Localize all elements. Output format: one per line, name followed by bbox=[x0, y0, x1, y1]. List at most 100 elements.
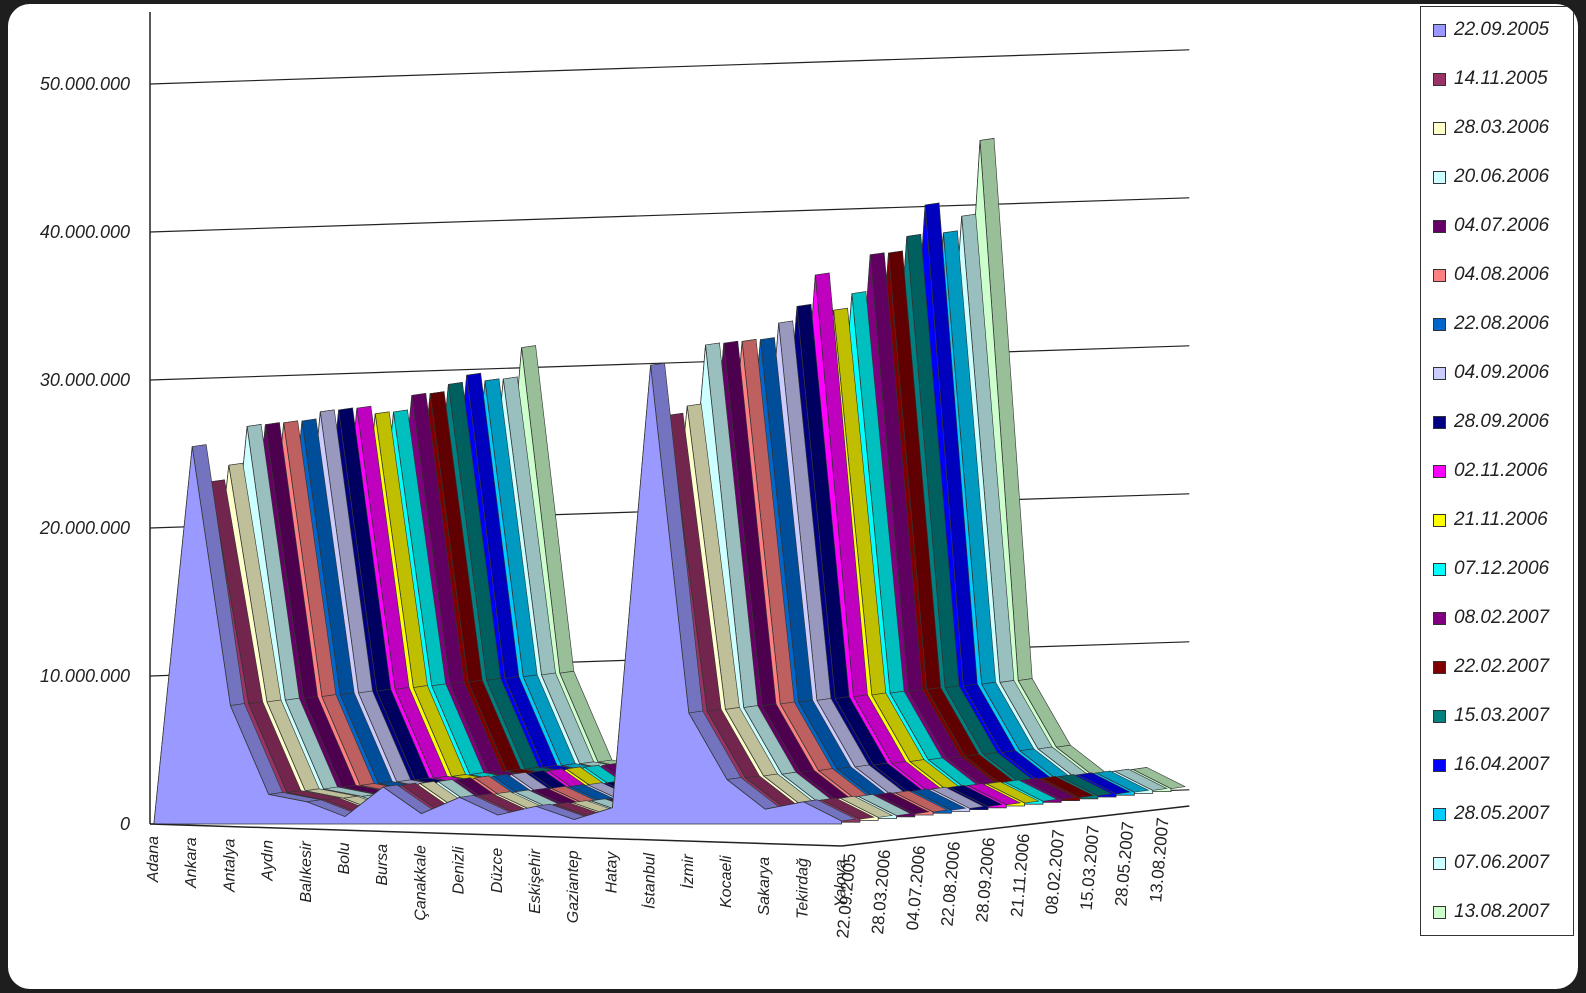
x-tick-label: Düzce bbox=[489, 848, 506, 893]
depth-tick-label: 28.03.2006 bbox=[868, 849, 894, 935]
y-tick-label: 0 bbox=[120, 814, 130, 834]
legend-swatch bbox=[1433, 121, 1446, 135]
x-tick-label: Antalya bbox=[221, 839, 238, 893]
legend-label: 22.08.2006 bbox=[1454, 313, 1550, 334]
legend-item: 28.09.2006 bbox=[1421, 407, 1549, 437]
x-tick-label: Hatay bbox=[603, 851, 620, 894]
series-22.09.2005 bbox=[153, 362, 857, 825]
legend-swatch bbox=[1433, 317, 1446, 331]
legend-item: 16.04.2007 bbox=[1421, 750, 1549, 780]
x-tick-label: Ankara bbox=[183, 837, 200, 889]
legend-label: 22.09.2005 bbox=[1454, 19, 1550, 40]
legend-label: 21.11.2006 bbox=[1454, 509, 1548, 530]
x-tick-label: Adana bbox=[145, 836, 162, 883]
legend-swatch bbox=[1433, 856, 1446, 870]
x-tick-label: Kocaeli bbox=[718, 855, 735, 908]
legend-swatch bbox=[1433, 709, 1446, 723]
x-tick-label: Yalova bbox=[833, 859, 850, 907]
legend-label: 07.12.2006 bbox=[1454, 558, 1550, 579]
depth-tick-label: 08.02.2007 bbox=[1042, 829, 1068, 915]
legend-item: 07.06.2007 bbox=[1421, 848, 1549, 878]
depth-tick-label: 13.08.2007 bbox=[1146, 817, 1172, 903]
legend-item: 22.02.2007 bbox=[1421, 652, 1549, 682]
x-tick-label: İzmir bbox=[678, 854, 697, 889]
legend-label: 28.03.2006 bbox=[1454, 117, 1550, 138]
legend-item: 14.11.2005 bbox=[1421, 64, 1548, 94]
legend-swatch bbox=[1433, 23, 1446, 37]
legend-swatch bbox=[1433, 366, 1446, 380]
x-tick-label: Sakarya bbox=[756, 857, 773, 916]
x-tick-label: İstanbul bbox=[640, 852, 659, 908]
legend-item: 28.05.2007 bbox=[1421, 799, 1549, 829]
legend-swatch bbox=[1433, 758, 1446, 772]
legend-label: 08.02.2007 bbox=[1454, 607, 1550, 628]
legend: 22.09.2005 14.11.2005 28.03.2006 20.06.2006… bbox=[1420, 6, 1574, 936]
legend-item: 04.08.2006 bbox=[1421, 260, 1549, 290]
gridline bbox=[149, 197, 1190, 233]
gridline bbox=[149, 49, 1190, 85]
area-face bbox=[153, 365, 842, 825]
x-tick-label: Bolu bbox=[336, 842, 353, 874]
legend-swatch bbox=[1433, 513, 1446, 527]
legend-swatch bbox=[1433, 562, 1446, 576]
legend-label: 22.02.2007 bbox=[1454, 656, 1550, 677]
depth-tick-labels: 22.09.2005 28.03.2006 04.07.2006 22.08.2006… bbox=[833, 817, 1172, 939]
depth-axis bbox=[841, 805, 1190, 847]
area-series bbox=[153, 138, 1186, 825]
x-tick-label: Tekirdağ bbox=[794, 858, 811, 919]
depth-tick-label: 22.08.2006 bbox=[938, 841, 964, 927]
legend-item: 07.12.2006 bbox=[1421, 554, 1549, 584]
x-tick-label: Denizli bbox=[451, 846, 468, 894]
x-tick-label: Bursa bbox=[374, 844, 391, 886]
x-tick-label: Eskişehir bbox=[527, 848, 544, 914]
legend-label: 20.06.2006 bbox=[1454, 166, 1550, 187]
gridline bbox=[149, 345, 1190, 381]
legend-item: 28.03.2006 bbox=[1421, 113, 1549, 143]
depth-tick-label: 04.07.2006 bbox=[903, 845, 929, 931]
legend-swatch bbox=[1433, 905, 1446, 919]
depth-tick-label: 28.09.2006 bbox=[972, 837, 998, 923]
legend-item: 04.09.2006 bbox=[1421, 358, 1549, 388]
depth-tick-label: 28.05.2007 bbox=[1111, 821, 1137, 907]
legend-label: 14.11.2005 bbox=[1454, 68, 1548, 89]
legend-swatch bbox=[1433, 415, 1446, 429]
legend-item: 13.08.2007 bbox=[1421, 897, 1549, 927]
y-tick-label: 20.000.000 bbox=[39, 518, 130, 538]
legend-swatch bbox=[1433, 464, 1446, 478]
legend-item: 21.11.2006 bbox=[1421, 505, 1548, 535]
depth-tick-label: 21.11.2006 bbox=[1007, 833, 1033, 918]
x-axis bbox=[149, 823, 842, 847]
legend-label: 07.06.2007 bbox=[1454, 852, 1550, 873]
depth-tick-label: 15.03.2007 bbox=[1077, 825, 1103, 911]
legend-label: 28.05.2007 bbox=[1454, 803, 1550, 824]
legend-label: 04.09.2006 bbox=[1454, 362, 1550, 383]
x-tick-label: Çanakkale bbox=[412, 845, 429, 921]
legend-swatch bbox=[1433, 807, 1446, 821]
legend-label: 28.09.2006 bbox=[1454, 411, 1550, 432]
y-tick-label: 40.000.000 bbox=[40, 222, 130, 242]
axes bbox=[149, 12, 1190, 847]
legend-label: 04.07.2006 bbox=[1454, 215, 1550, 236]
legend-label: 02.11.2006 bbox=[1454, 460, 1548, 481]
legend-item: 22.09.2005 bbox=[1421, 15, 1549, 45]
legend-item: 08.02.2007 bbox=[1421, 603, 1549, 633]
legend-label: 15.03.2007 bbox=[1454, 705, 1550, 726]
x-tick-label: Balıkesir bbox=[298, 841, 315, 903]
legend-item: 20.06.2006 bbox=[1421, 162, 1549, 192]
y-tick-labels: 0 10.000.000 20.000.000 30.000.000 40.000.00… bbox=[39, 74, 130, 834]
x-tick-labels: Adana Ankara Antalya Aydın Balıkesir Bolu Burs… bbox=[145, 836, 850, 923]
x-tick-label: Gaziantep bbox=[565, 850, 582, 923]
y-tick-label: 10.000.000 bbox=[40, 666, 130, 686]
legend-item: 15.03.2007 bbox=[1421, 701, 1549, 731]
legend-item: 22.08.2006 bbox=[1421, 309, 1549, 339]
legend-label: 04.08.2006 bbox=[1454, 264, 1550, 285]
legend-swatch bbox=[1433, 170, 1446, 184]
x-tick-label: Aydın bbox=[260, 840, 277, 882]
y-tick-label: 30.000.000 bbox=[40, 370, 130, 390]
chart-frame: 0 10.000.000 20.000.000 30.000.000 40.000.00… bbox=[8, 4, 1578, 989]
chart-plot: 0 10.000.000 20.000.000 30.000.000 40.000.00… bbox=[39, 12, 1190, 939]
legend-item: 04.07.2006 bbox=[1421, 211, 1549, 241]
legend-label: 13.08.2007 bbox=[1454, 901, 1550, 922]
legend-swatch bbox=[1433, 219, 1446, 233]
legend-label: 16.04.2007 bbox=[1454, 754, 1550, 775]
